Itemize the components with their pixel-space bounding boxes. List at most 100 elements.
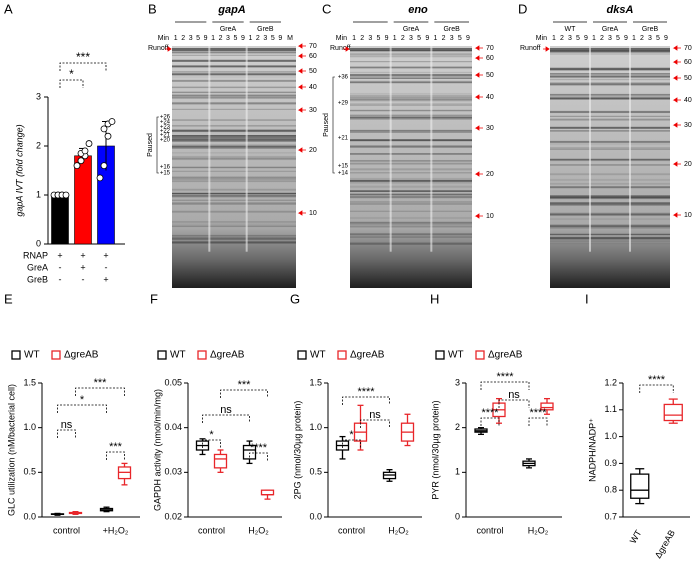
gel-band — [550, 126, 670, 129]
size-arrow — [297, 210, 306, 216]
time-label: 2 — [401, 35, 405, 42]
gel-band — [172, 144, 296, 147]
y-tick-label: 1.0 — [604, 431, 617, 441]
y-axis-label: GAPDH activity (nmol/min/mg) — [152, 389, 162, 511]
gel-band — [172, 177, 296, 181]
runoff-label: Runoff — [148, 45, 169, 52]
gel-band — [172, 119, 296, 121]
legend-label: WT — [448, 350, 464, 361]
gel-band — [550, 73, 670, 75]
gel-band — [350, 80, 472, 84]
x-tick-label: control — [198, 525, 225, 535]
gel-band — [350, 146, 472, 148]
data-point — [96, 174, 104, 182]
significance-label: **** — [529, 407, 547, 419]
gel-band — [350, 193, 472, 196]
gel-band — [550, 225, 670, 228]
group-label: GreA — [403, 26, 420, 33]
box — [663, 403, 683, 422]
gel-band — [172, 97, 296, 99]
gel-band — [172, 241, 296, 244]
gel-band — [550, 158, 670, 160]
legend-label: WT — [24, 350, 40, 361]
gel-band — [350, 196, 472, 198]
significance-bracket — [528, 417, 548, 426]
y-tick-label: 2 — [455, 422, 460, 432]
gel-band — [350, 195, 472, 199]
time-label: 1 — [632, 35, 636, 42]
gel-band — [172, 76, 296, 78]
size-arrow — [672, 45, 681, 51]
legend-label: ΔgreAB — [488, 350, 523, 361]
y-axis-label: 2PG (nmol/30µg protein) — [292, 401, 302, 500]
significance-bracket — [57, 404, 107, 413]
x-tick-label: +H₂O₂ — [103, 525, 129, 535]
data-point — [100, 162, 108, 170]
gel-band — [172, 193, 296, 195]
gel-band — [350, 221, 472, 224]
y-tick-label: 1 — [36, 189, 41, 199]
gel-band — [550, 148, 670, 150]
gel-band — [550, 240, 670, 242]
gel-band — [350, 177, 472, 180]
size-label: 30 — [309, 107, 317, 114]
gel-band — [350, 93, 472, 95]
legend-label: ΔgreAB — [210, 350, 245, 361]
y-tick-label: 1.0 — [23, 422, 36, 432]
gel-band — [550, 126, 670, 129]
significance-bracket — [342, 396, 390, 405]
size-arrow — [297, 68, 306, 74]
gel-band — [172, 145, 296, 147]
x-tick-label: control — [476, 525, 503, 535]
size-arrow — [474, 171, 483, 177]
lane-gap — [208, 46, 211, 252]
x-tick-label: control — [53, 525, 80, 535]
time-label: 5 — [576, 35, 580, 42]
time-label: 2 — [219, 35, 223, 42]
gel-band — [550, 213, 670, 216]
gel-band — [550, 130, 670, 132]
gel-band — [550, 75, 670, 77]
time-label: 3 — [189, 35, 193, 42]
time-label: 2 — [600, 35, 604, 42]
gel-band — [172, 65, 296, 67]
size-arrow — [672, 75, 681, 81]
gel-runoff-band — [550, 48, 670, 51]
time-label: 1 — [433, 35, 437, 42]
gel-band — [550, 94, 670, 96]
gel-band — [550, 197, 670, 199]
size-label: 20 — [486, 171, 494, 178]
gel-band — [172, 102, 296, 105]
data-point — [108, 118, 116, 125]
data-point — [81, 147, 89, 155]
significance-label: * — [209, 429, 214, 441]
row-label: GreA — [27, 262, 48, 272]
gel-band — [172, 194, 296, 197]
runoff-arrow — [343, 46, 350, 52]
gel-band — [172, 54, 296, 56]
time-label: 9 — [624, 35, 628, 42]
gel-title: gapA — [217, 4, 246, 16]
y-tick-label: 0.5 — [23, 467, 36, 477]
legend-marker — [11, 350, 21, 360]
gel-band — [172, 202, 296, 205]
gel-band — [550, 98, 670, 100]
gel-band — [350, 82, 472, 84]
gel-band — [172, 135, 296, 139]
panel-label: A — [4, 1, 13, 16]
time-label: 2 — [360, 35, 364, 42]
significance-label: **** — [648, 374, 666, 386]
time-label: 5 — [196, 35, 200, 42]
row-sign: - — [82, 274, 85, 284]
size-arrow — [672, 59, 681, 65]
time-label: 1 — [552, 35, 556, 42]
panel-label: I — [585, 291, 589, 306]
gel-band — [350, 202, 472, 205]
pause-label: +20 — [160, 138, 171, 144]
time-label: 5 — [271, 35, 275, 42]
gel-band — [172, 91, 296, 94]
gel-band — [550, 50, 670, 52]
time-label: 9 — [204, 35, 208, 42]
lane-gap — [629, 46, 631, 252]
y-tick-label: 1.0 — [309, 422, 322, 432]
